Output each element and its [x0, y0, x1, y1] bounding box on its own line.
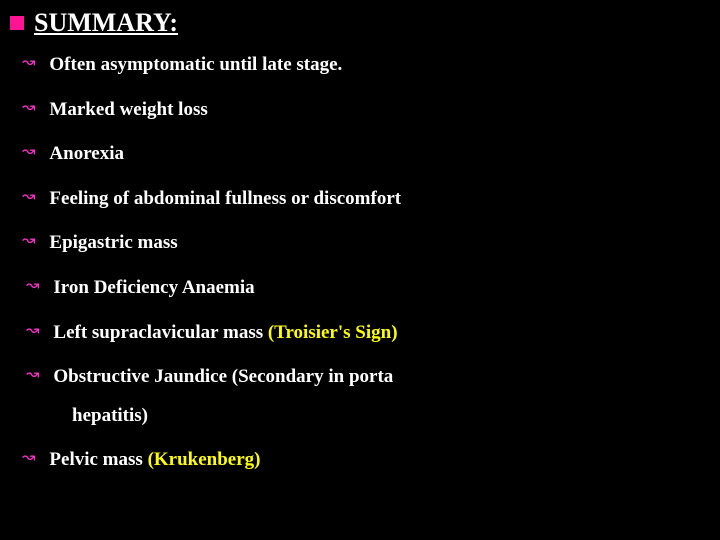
list-item-text: Left supraclavicular mass (Troisier's Si… [53, 320, 397, 347]
list-item: ↝ Iron Deficiency Anaemia [22, 275, 720, 302]
list-item-continuation: hepatitis) [22, 403, 720, 430]
list-item-text: Epigastric mass [49, 230, 177, 257]
list-item: ↝ Feeling of abdominal fullness or discom… [22, 186, 720, 213]
list-item: ↝ Obstructive Jaundice (Secondary in por… [22, 364, 720, 391]
bullet-icon: ↝ [22, 186, 35, 208]
list-item: ↝ Often asymptomatic until late stage. [22, 52, 720, 79]
list-item: ↝ Left supraclavicular mass (Troisier's … [22, 320, 720, 347]
list-item: ↝ Epigastric mass [22, 230, 720, 257]
bullet-icon: ↝ [26, 275, 39, 297]
list-item-text: Iron Deficiency Anaemia [53, 275, 254, 302]
bullet-icon: ↝ [26, 320, 39, 342]
bullet-icon: ↝ [22, 230, 35, 252]
title-row: SUMMARY: [0, 0, 720, 38]
bullet-icon: ↝ [22, 141, 35, 163]
list-item: ↝ Pelvic mass (Krukenberg) [22, 447, 720, 474]
bullet-icon: ↝ [26, 364, 39, 386]
bullet-icon: ↝ [22, 52, 35, 74]
bullet-icon: ↝ [22, 97, 35, 119]
list-item-text: hepatitis) [72, 405, 148, 426]
highlight-text: (Krukenberg) [148, 449, 261, 470]
list-item: ↝ Marked weight loss [22, 97, 720, 124]
list-item-text: Marked weight loss [49, 97, 207, 124]
list-item-text: Feeling of abdominal fullness or discomf… [49, 186, 401, 213]
summary-list: ↝ Often asymptomatic until late stage. ↝ Ma… [0, 52, 720, 474]
list-item-text: Often asymptomatic until late stage. [49, 52, 342, 79]
list-item-text: Pelvic mass (Krukenberg) [49, 447, 260, 474]
list-item-text: Anorexia [49, 141, 124, 168]
list-item: ↝ Anorexia [22, 141, 720, 168]
list-item-text: Obstructive Jaundice (Secondary in porta [53, 364, 393, 391]
title-bullet [10, 16, 24, 30]
highlight-text: (Troisier's Sign) [268, 322, 398, 343]
bullet-icon: ↝ [22, 447, 35, 469]
title-text: SUMMARY: [34, 8, 178, 38]
